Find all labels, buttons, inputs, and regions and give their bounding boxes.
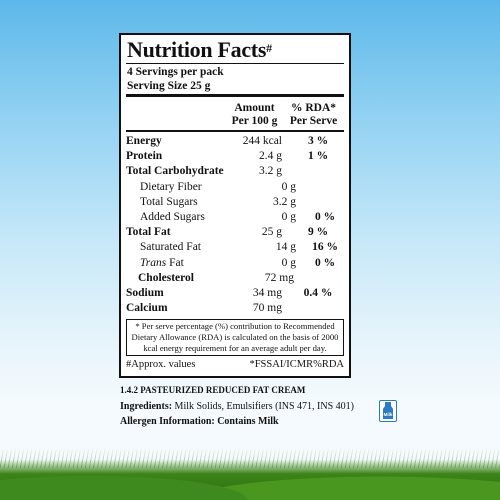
approx-note: #Approx. values (126, 359, 196, 371)
product-line: 1.4.2 PASTEURIZED REDUCED FAT CREAM (120, 385, 306, 395)
approx-line: #Approx. values *FSSAI/ICMR%RDA (126, 358, 344, 371)
grass-background (0, 442, 500, 500)
row-dietary-fiber: Dietary Fiber 0 g (140, 180, 296, 193)
allergen-line: Allergen Information: Contains Milk (120, 416, 279, 427)
row-total-sugars: Total Sugars 3.2 g (140, 195, 296, 208)
ingredients-line: Ingredients: Milk Solids, Emulsifiers (I… (120, 401, 354, 412)
servings-text: 4 Servings per pack (127, 66, 224, 78)
ingredients-label: Ingredients: (120, 401, 173, 412)
row-calcium: Calcium 70 mg (126, 302, 282, 315)
ingredients-text: Milk Solids, Emulsifiers (INS 471, INS 4… (174, 401, 354, 412)
title-mark: # (266, 41, 272, 55)
milk-allergen-icon: Milk (379, 400, 397, 422)
rda-footnote: * Per serve percentage (%) contribution … (126, 319, 344, 357)
row-sodium: Sodium 34 mg 0.4 % (126, 287, 333, 300)
row-total-carbohydrate: Total Carbohydrate 3.2 g (126, 165, 282, 178)
column-headers: Amount Per 100 g % RDA* Per Serve (231, 102, 338, 127)
nutrition-facts-panel: Nutrition Facts# 4 Servings per pack Ser… (119, 33, 351, 378)
row-saturated-fat: Saturated Fat 14 g 16 % (140, 241, 338, 254)
fssai-note: *FSSAI/ICMR%RDA (249, 359, 344, 371)
svg-text:Milk: Milk (384, 412, 393, 417)
serving-size-text: Serving Size 25 g (127, 80, 211, 92)
panel-title: Nutrition Facts# (127, 37, 272, 62)
row-cholesterol: Cholesterol 72 mg (138, 271, 294, 284)
row-energy: Energy 244 kcal 3 % (126, 135, 329, 147)
